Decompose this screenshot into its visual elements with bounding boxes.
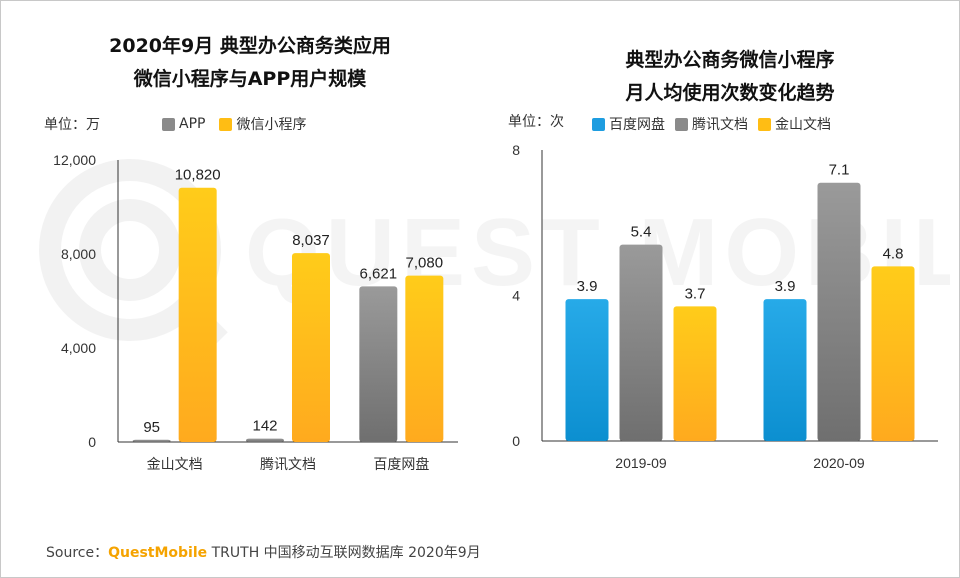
legend-item-baidu: 百度网盘 xyxy=(592,114,665,134)
right-data-label: 3.9 xyxy=(577,278,598,295)
legend-item-app: APP xyxy=(162,114,205,134)
right-category-label: 2019-09 xyxy=(615,455,667,471)
legend-swatch-tencent xyxy=(675,117,688,131)
left-data-label: 6,621 xyxy=(360,265,398,282)
right-bar-百度网盘 xyxy=(763,299,807,441)
right-bar-百度网盘 xyxy=(565,299,609,441)
right-y-tick-label: 4 xyxy=(512,288,520,304)
right-bar-金山文档 xyxy=(871,266,915,441)
right-y-tick-label: 0 xyxy=(512,433,520,449)
legend-swatch-app xyxy=(162,117,175,131)
left-chart-title-line-2: 微信小程序与APP用户规模 xyxy=(133,68,367,90)
legend-label-app: APP xyxy=(179,116,206,132)
left-bar-APP xyxy=(132,439,171,442)
legend-label-baidu: 百度网盘 xyxy=(609,117,665,133)
right-category-label: 2020-09 xyxy=(813,455,865,471)
legend-item-miniprogram: 微信小程序 xyxy=(219,114,306,134)
right-bar-金山文档 xyxy=(673,306,717,441)
right-chart-unit: 单位：次 xyxy=(508,114,564,130)
right-data-label: 3.9 xyxy=(775,278,796,295)
left-data-label: 142 xyxy=(252,418,277,435)
right-bar-腾讯文档 xyxy=(619,244,663,441)
left-bar-微信小程序 xyxy=(292,253,330,442)
left-bar-APP xyxy=(359,286,398,442)
left-y-tick-label: 12,000 xyxy=(53,152,96,168)
legend-swatch-baidu xyxy=(592,117,605,131)
left-data-label: 10,820 xyxy=(175,167,221,184)
right-chart-title-line-2: 月人均使用次数变化趋势 xyxy=(625,82,835,104)
left-y-tick-label: 8,000 xyxy=(61,246,96,262)
left-category-label: 金山文档 xyxy=(147,456,203,472)
right-data-label: 7.1 xyxy=(829,162,850,179)
left-y-tick-label: 4,000 xyxy=(61,340,96,356)
left-category-label: 腾讯文档 xyxy=(260,456,316,472)
left-chart-legend: APP 微信小程序 xyxy=(162,114,306,134)
source-label: Source： xyxy=(46,545,109,561)
legend-label-kingsoft: 金山文档 xyxy=(775,117,831,133)
legend-swatch-kingsoft xyxy=(758,117,771,131)
source-text: TRUTH 中国移动互联网数据库 2020年9月 xyxy=(211,545,481,561)
legend-item-tencent: 腾讯文档 xyxy=(675,114,748,134)
right-data-label: 3.7 xyxy=(685,285,706,302)
left-bar-微信小程序 xyxy=(178,187,217,442)
source-line: Source：QuestMobile TRUTH 中国移动互联网数据库 2020… xyxy=(46,542,481,562)
right-chart-title-line-1: 典型办公商务微信小程序 xyxy=(625,49,835,71)
left-chart-title: 2020年9月 典型办公商务类应用 微信小程序与APP用户规模 xyxy=(40,30,460,96)
right-data-label: 4.8 xyxy=(883,245,904,262)
source-brand: QuestMobile xyxy=(108,545,208,561)
left-category-label: 百度网盘 xyxy=(373,456,429,472)
legend-label-tencent: 腾讯文档 xyxy=(692,117,748,133)
right-data-label: 5.4 xyxy=(631,224,652,241)
left-chart-unit: 单位：万 xyxy=(44,117,100,133)
left-data-label: 7,080 xyxy=(406,255,444,272)
right-y-tick-label: 8 xyxy=(512,142,520,158)
left-bar-APP xyxy=(246,438,284,442)
left-bar-微信小程序 xyxy=(405,275,444,442)
left-chart-title-line-1: 2020年9月 典型办公商务类应用 xyxy=(109,35,391,57)
left-data-label: 95 xyxy=(143,419,160,436)
left-data-label: 8,037 xyxy=(292,232,330,249)
left-y-tick-label: 0 xyxy=(88,434,96,450)
right-chart-title: 典型办公商务微信小程序 月人均使用次数变化趋势 xyxy=(510,44,950,110)
legend-label-miniprogram: 微信小程序 xyxy=(236,117,307,133)
right-bar-腾讯文档 xyxy=(817,182,861,442)
right-chart-legend: 百度网盘 腾讯文档 金山文档 xyxy=(592,114,831,134)
legend-item-kingsoft: 金山文档 xyxy=(758,114,831,134)
legend-swatch-miniprogram xyxy=(219,117,233,131)
